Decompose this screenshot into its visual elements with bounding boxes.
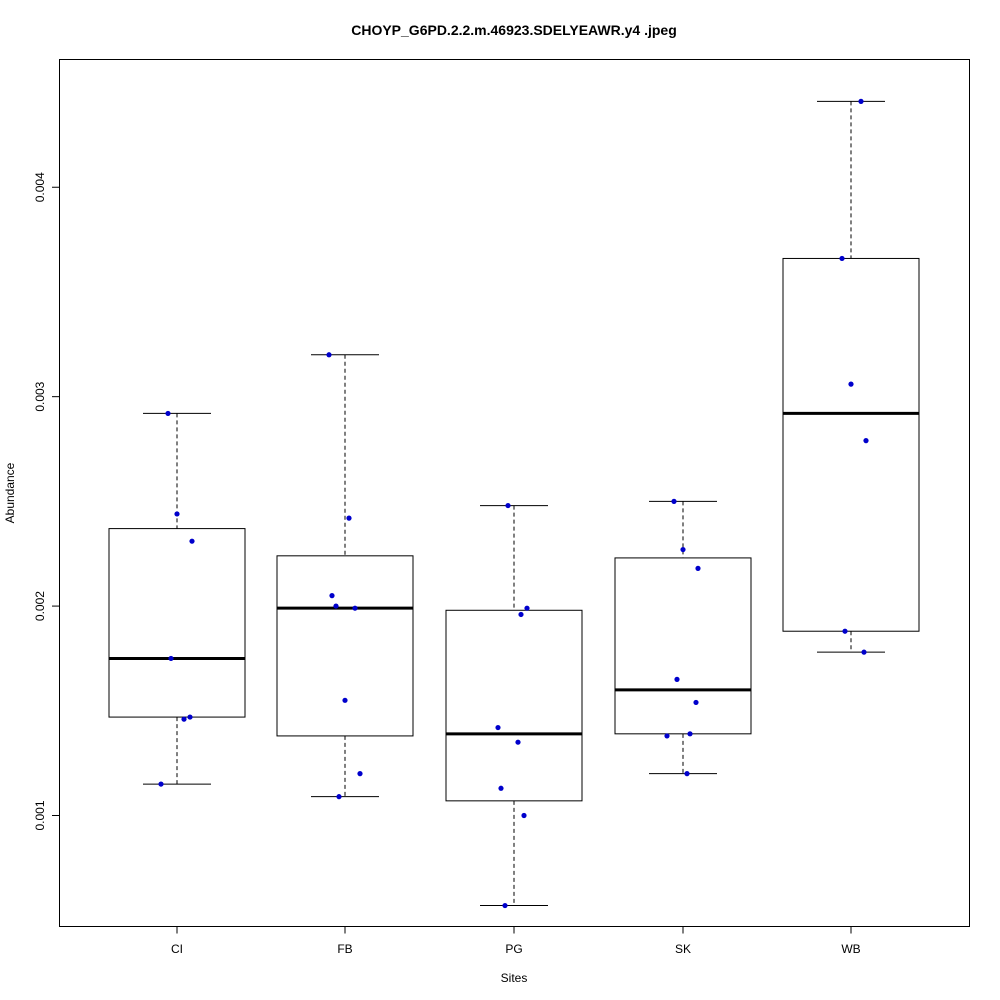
box-pg bbox=[445, 505, 583, 907]
box-ci bbox=[108, 412, 246, 785]
data-point-sk bbox=[684, 771, 690, 777]
data-point-pg bbox=[515, 739, 521, 745]
data-point-pg bbox=[495, 724, 501, 731]
data-point-sk bbox=[674, 676, 680, 682]
data-point-wb bbox=[861, 649, 867, 655]
data-point-wb bbox=[839, 255, 845, 262]
data-point-wb bbox=[858, 98, 864, 104]
plot-frame bbox=[59, 59, 970, 927]
data-point-pg bbox=[502, 902, 508, 909]
y-tick-label: 0.004 bbox=[33, 172, 47, 202]
data-point-pg bbox=[518, 611, 524, 618]
iqr-box bbox=[108, 528, 246, 718]
box-sk bbox=[614, 500, 752, 775]
x-tick-label: SK bbox=[675, 942, 691, 956]
x-axis: CI FB PG SK WB bbox=[171, 926, 861, 956]
data-point-ci bbox=[189, 538, 195, 544]
x-tick-label: CI bbox=[171, 942, 183, 956]
data-point-ci bbox=[168, 655, 174, 662]
data-point-fb bbox=[357, 771, 363, 777]
y-axis-label: Abundance bbox=[3, 462, 17, 523]
chart-title: CHOYP_G6PD.2.2.m.46923.SDELYEAWR.y4 .jpe… bbox=[351, 22, 677, 38]
x-tick-label: FB bbox=[337, 942, 352, 956]
data-point-ci bbox=[187, 714, 193, 720]
data-point-fb bbox=[326, 352, 332, 358]
iqr-box bbox=[276, 555, 414, 737]
iqr-box bbox=[614, 557, 752, 735]
data-point-sk bbox=[664, 733, 670, 739]
data-point-sk bbox=[671, 498, 677, 504]
data-point-wb bbox=[842, 628, 848, 634]
box-fb bbox=[276, 354, 414, 798]
data-point-wb bbox=[863, 438, 869, 444]
data-point-fb bbox=[333, 603, 339, 609]
box-group bbox=[108, 100, 920, 907]
data-point-sk bbox=[695, 565, 701, 571]
data-point-fb bbox=[336, 794, 342, 800]
data-point-ci bbox=[174, 511, 180, 517]
data-point-fb bbox=[352, 605, 358, 611]
data-point-wb bbox=[848, 381, 854, 387]
x-axis-label: Sites bbox=[501, 971, 528, 985]
data-point-pg bbox=[498, 785, 504, 791]
data-point-pg bbox=[521, 812, 527, 819]
y-axis: 0.001 0.002 0.003 0.004 bbox=[33, 172, 60, 831]
y-tick-label: 0.001 bbox=[33, 800, 47, 830]
data-point-ci bbox=[181, 716, 187, 722]
data-point-fb bbox=[329, 593, 335, 599]
box-wb bbox=[782, 100, 920, 653]
data-point-ci bbox=[158, 781, 164, 787]
iqr-box bbox=[445, 609, 583, 802]
point-group bbox=[158, 98, 869, 909]
data-point-sk bbox=[680, 546, 686, 553]
x-tick-label: WB bbox=[841, 942, 860, 956]
y-tick-label: 0.003 bbox=[33, 381, 47, 411]
data-point-sk bbox=[687, 731, 693, 737]
data-point-pg bbox=[524, 605, 530, 611]
y-tick-label: 0.002 bbox=[33, 591, 47, 621]
data-point-sk bbox=[693, 699, 699, 706]
data-point-fb bbox=[346, 515, 352, 521]
data-point-fb bbox=[342, 697, 348, 703]
data-point-ci bbox=[165, 410, 171, 417]
x-tick-label: PG bbox=[505, 942, 522, 956]
data-point-pg bbox=[505, 502, 511, 509]
iqr-box bbox=[782, 257, 920, 632]
